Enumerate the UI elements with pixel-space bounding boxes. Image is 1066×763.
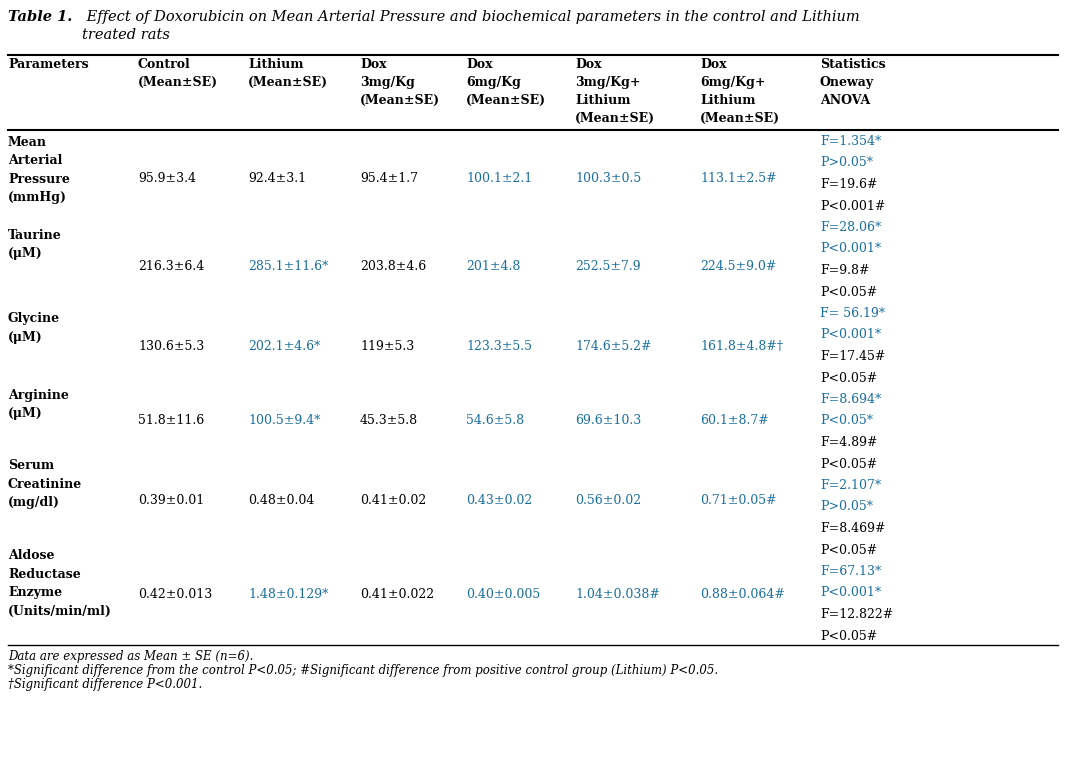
Text: Serum
Creatinine
(mg/dl): Serum Creatinine (mg/dl) xyxy=(9,459,82,509)
Text: P<0.05#: P<0.05# xyxy=(820,629,877,642)
Text: 95.9±3.4: 95.9±3.4 xyxy=(138,172,196,185)
Text: 0.48±0.04: 0.48±0.04 xyxy=(248,494,314,507)
Text: 216.3±6.4: 216.3±6.4 xyxy=(138,260,205,273)
Text: 100.1±2.1: 100.1±2.1 xyxy=(466,172,532,185)
Text: P<0.05#: P<0.05# xyxy=(820,285,877,298)
Text: Parameters: Parameters xyxy=(9,58,88,71)
Text: F=28.06*: F=28.06* xyxy=(820,221,882,234)
Text: 1.04±0.038#: 1.04±0.038# xyxy=(575,588,660,600)
Text: 285.1±11.6*: 285.1±11.6* xyxy=(248,260,328,273)
Text: P<0.001*: P<0.001* xyxy=(820,329,882,342)
Text: P<0.05#: P<0.05# xyxy=(820,543,877,556)
Text: 203.8±4.6: 203.8±4.6 xyxy=(360,260,426,273)
Text: 95.4±1.7: 95.4±1.7 xyxy=(360,172,418,185)
Text: P<0.05#: P<0.05# xyxy=(820,372,877,385)
Text: 0.71±0.05#: 0.71±0.05# xyxy=(700,494,777,507)
Text: F=12.822#: F=12.822# xyxy=(820,608,893,621)
Text: 201±4.8: 201±4.8 xyxy=(466,260,520,273)
Text: 60.1±8.7#: 60.1±8.7# xyxy=(700,414,769,427)
Text: Dox
3mg/Kg+
Lithium
(Mean±SE): Dox 3mg/Kg+ Lithium (Mean±SE) xyxy=(575,58,656,125)
Text: 0.56±0.02: 0.56±0.02 xyxy=(575,494,641,507)
Text: Effect of Doxorubicin on Mean Arterial Pressure and biochemical parameters in th: Effect of Doxorubicin on Mean Arterial P… xyxy=(82,10,860,24)
Text: F=19.6#: F=19.6# xyxy=(820,178,877,191)
Text: 45.3±5.8: 45.3±5.8 xyxy=(360,414,418,427)
Text: Glycine
(μM): Glycine (μM) xyxy=(9,312,60,343)
Text: Dox
6mg/Kg+
Lithium
(Mean±SE): Dox 6mg/Kg+ Lithium (Mean±SE) xyxy=(700,58,780,125)
Text: †Significant difference P<0.001.: †Significant difference P<0.001. xyxy=(9,678,203,691)
Text: Arginine
(μM): Arginine (μM) xyxy=(9,389,69,420)
Text: 0.41±0.02: 0.41±0.02 xyxy=(360,494,426,507)
Text: Control
(Mean±SE): Control (Mean±SE) xyxy=(138,58,219,89)
Text: 0.41±0.022: 0.41±0.022 xyxy=(360,588,434,600)
Text: P>0.05*: P>0.05* xyxy=(820,156,873,169)
Text: 0.42±0.013: 0.42±0.013 xyxy=(138,588,212,600)
Text: 130.6±5.3: 130.6±5.3 xyxy=(138,340,205,353)
Text: F=2.107*: F=2.107* xyxy=(820,479,882,492)
Text: *Significant difference from the control P<0.05; #Significant difference from po: *Significant difference from the control… xyxy=(9,664,718,677)
Text: P<0.05*: P<0.05* xyxy=(820,414,873,427)
Text: Aldose
Reductase
Enzyme
(Units/min/ml): Aldose Reductase Enzyme (Units/min/ml) xyxy=(9,549,112,617)
Text: 202.1±4.6*: 202.1±4.6* xyxy=(248,340,321,353)
Text: 252.5±7.9: 252.5±7.9 xyxy=(575,260,641,273)
Text: 161.8±4.8#†: 161.8±4.8#† xyxy=(700,340,784,353)
Text: F=17.45#: F=17.45# xyxy=(820,350,886,363)
Text: Mean
Arterial
Pressure
(mmHg): Mean Arterial Pressure (mmHg) xyxy=(9,136,70,204)
Text: Data are expressed as Mean ± SE (n=6).: Data are expressed as Mean ± SE (n=6). xyxy=(9,650,254,663)
Text: F= 56.19*: F= 56.19* xyxy=(820,307,885,320)
Text: Lithium
(Mean±SE): Lithium (Mean±SE) xyxy=(248,58,328,89)
Text: 0.39±0.01: 0.39±0.01 xyxy=(138,494,205,507)
Text: F=1.354*: F=1.354* xyxy=(820,135,882,148)
Text: 100.3±0.5: 100.3±0.5 xyxy=(575,172,642,185)
Text: 1.48±0.129*: 1.48±0.129* xyxy=(248,588,328,600)
Text: Taurine
(μM): Taurine (μM) xyxy=(9,229,62,260)
Text: 69.6±10.3: 69.6±10.3 xyxy=(575,414,642,427)
Text: 51.8±11.6: 51.8±11.6 xyxy=(138,414,205,427)
Text: F=8.694*: F=8.694* xyxy=(820,393,882,406)
Text: Dox
6mg/Kg
(Mean±SE): Dox 6mg/Kg (Mean±SE) xyxy=(466,58,546,107)
Text: Statistics
Oneway
ANOVA: Statistics Oneway ANOVA xyxy=(820,58,886,107)
Text: F=4.89#: F=4.89# xyxy=(820,436,877,449)
Text: P<0.001*: P<0.001* xyxy=(820,243,882,256)
Text: F=8.469#: F=8.469# xyxy=(820,522,886,535)
Text: Dox
3mg/Kg
(Mean±SE): Dox 3mg/Kg (Mean±SE) xyxy=(360,58,440,107)
Text: 0.40±0.005: 0.40±0.005 xyxy=(466,588,540,600)
Text: P<0.05#: P<0.05# xyxy=(820,458,877,471)
Text: 224.5±9.0#: 224.5±9.0# xyxy=(700,260,776,273)
Text: 54.6±5.8: 54.6±5.8 xyxy=(466,414,524,427)
Text: 100.5±9.4*: 100.5±9.4* xyxy=(248,414,321,427)
Text: P>0.05*: P>0.05* xyxy=(820,501,873,513)
Text: P<0.001*: P<0.001* xyxy=(820,587,882,600)
Text: 119±5.3: 119±5.3 xyxy=(360,340,415,353)
Text: 0.43±0.02: 0.43±0.02 xyxy=(466,494,532,507)
Text: 113.1±2.5#: 113.1±2.5# xyxy=(700,172,777,185)
Text: Table 1.: Table 1. xyxy=(9,10,72,24)
Text: 123.3±5.5: 123.3±5.5 xyxy=(466,340,532,353)
Text: P<0.001#: P<0.001# xyxy=(820,199,886,213)
Text: 0.88±0.064#: 0.88±0.064# xyxy=(700,588,785,600)
Text: F=67.13*: F=67.13* xyxy=(820,565,882,578)
Text: 92.4±3.1: 92.4±3.1 xyxy=(248,172,306,185)
Text: treated rats: treated rats xyxy=(82,28,169,42)
Text: F=9.8#: F=9.8# xyxy=(820,264,870,277)
Text: 174.6±5.2#: 174.6±5.2# xyxy=(575,340,651,353)
